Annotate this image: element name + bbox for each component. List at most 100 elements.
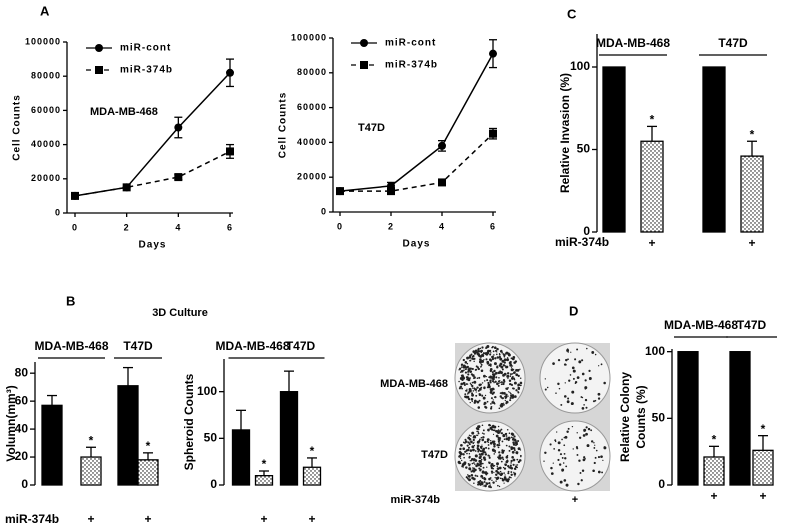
colony-dot <box>495 477 499 480</box>
colony-dot <box>505 479 508 482</box>
colony-dot <box>491 371 494 374</box>
colony-dot <box>602 459 604 462</box>
colony-dot <box>472 390 475 392</box>
marker <box>489 49 497 58</box>
colony-dot <box>469 449 473 452</box>
colony-dot <box>509 363 513 367</box>
colony-dot <box>471 381 474 384</box>
colony-dot <box>557 458 560 462</box>
colony-dot <box>513 378 516 381</box>
colony-dot <box>506 357 509 359</box>
colony-dot <box>476 475 479 478</box>
colony-dot <box>503 438 506 441</box>
colony-dot <box>597 397 601 400</box>
colony-dot <box>490 463 494 466</box>
colony-dot <box>468 455 471 458</box>
marker <box>438 141 446 150</box>
colony-dot <box>473 461 475 463</box>
colony-dot <box>502 382 505 384</box>
colony-dot <box>498 473 501 475</box>
colony-dot <box>469 359 472 362</box>
group-label: MDA-MB-468 <box>664 318 738 332</box>
colony-dot <box>489 484 491 486</box>
colony-dot <box>482 354 485 357</box>
colony-dot <box>577 482 580 486</box>
colony-dot <box>493 381 495 384</box>
colony-dot <box>476 400 480 404</box>
colony-dot <box>507 470 510 473</box>
y-tick-label: 60000 <box>297 102 327 112</box>
colony-dot <box>477 432 480 435</box>
colony-dot <box>477 483 480 486</box>
colony-dot <box>490 403 492 405</box>
colony-dot <box>482 352 485 355</box>
colony-dot <box>572 369 576 373</box>
treatment-label: miR-374b <box>5 512 59 526</box>
colony-dot <box>469 382 472 385</box>
colony-dot <box>505 366 508 369</box>
colony-dot <box>519 377 522 379</box>
colony-dot <box>466 393 469 395</box>
colony-dot <box>482 470 485 473</box>
x-tick-label: 0 <box>337 221 343 231</box>
y-tick-label: 100000 <box>25 36 61 46</box>
colony-dot <box>479 483 482 486</box>
colony-dot <box>460 382 464 386</box>
marker <box>360 39 368 47</box>
colony-dot <box>492 481 495 484</box>
colony-dot <box>461 387 463 390</box>
colony-dot <box>471 384 474 388</box>
colony-dot <box>493 471 495 474</box>
colony-dot <box>506 459 509 461</box>
colony-dot <box>510 392 512 395</box>
colony-dot <box>497 440 500 443</box>
colony-dot <box>459 376 463 380</box>
colony-dot <box>576 348 579 351</box>
colony-dot <box>515 389 518 392</box>
colony-dot <box>482 450 486 454</box>
colony-dot <box>565 465 568 468</box>
colony-dot <box>549 443 552 446</box>
y-axis-label: Cell Counts <box>12 94 23 161</box>
colony-dot <box>510 357 513 360</box>
colony-dot <box>509 373 512 376</box>
colony-dot <box>480 369 484 373</box>
colony-dot <box>500 428 503 431</box>
panel-label: D <box>569 303 578 318</box>
colony-dot <box>557 382 560 386</box>
colony-dot <box>476 366 479 369</box>
colony-dot <box>496 430 499 433</box>
colony-dot <box>505 352 508 355</box>
colony-dot <box>493 440 496 443</box>
colony-dot <box>467 370 470 373</box>
colony-dot <box>483 359 485 361</box>
y-tick-label: 0 <box>321 206 327 216</box>
bar <box>602 66 626 233</box>
colony-dot <box>597 470 601 474</box>
colony-dot <box>492 433 495 435</box>
colony-dot <box>497 425 500 428</box>
colony-dot <box>509 399 512 402</box>
colony-dot <box>519 454 522 457</box>
y-axis-label: Cell Counts <box>278 92 289 159</box>
marker <box>71 191 79 200</box>
x-tick-label: + <box>710 489 717 503</box>
panel-label: A <box>40 3 50 18</box>
colony-dot <box>478 350 482 353</box>
colony-dot <box>478 460 482 464</box>
colony-dot <box>473 380 477 384</box>
colony-dot <box>466 383 469 385</box>
colony-dot <box>486 379 489 382</box>
colony-dot <box>544 388 547 391</box>
colony-dot <box>478 376 481 379</box>
colony-dot <box>459 385 463 389</box>
group-label: T47D <box>123 339 153 353</box>
colony-dot <box>503 467 507 470</box>
colony-dot <box>477 450 480 453</box>
colony-dot <box>504 395 506 398</box>
colony-dot <box>512 441 515 444</box>
colony-dot <box>516 464 519 466</box>
marker <box>336 187 344 196</box>
colony-dot <box>467 446 470 449</box>
colony-dot <box>471 393 474 397</box>
